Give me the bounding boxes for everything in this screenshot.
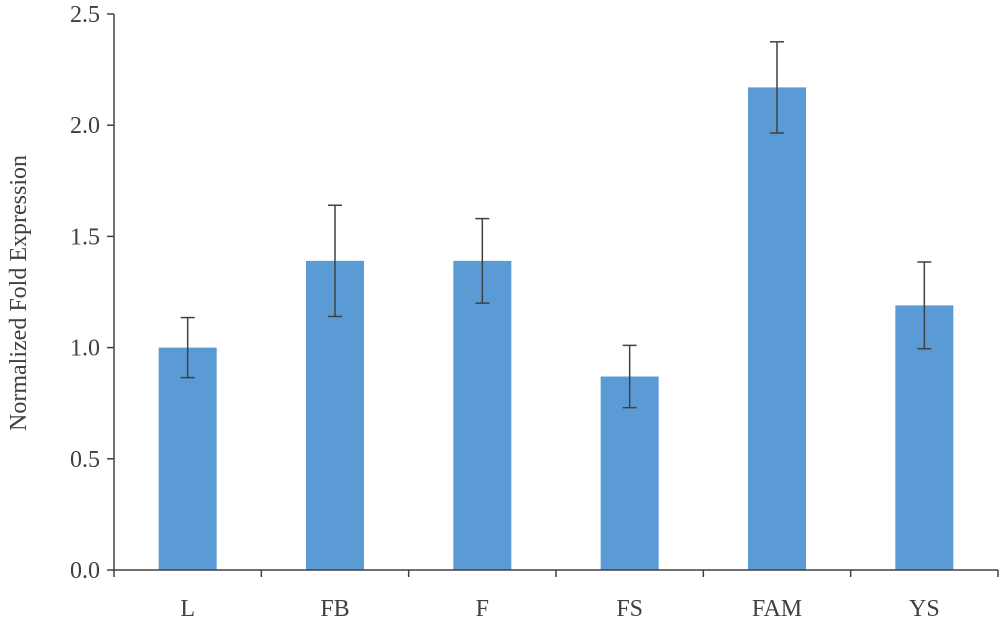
bar-L: [158, 347, 217, 570]
y-axis-title: Normalized Fold Expression: [6, 155, 32, 431]
y-tick-label: 0.5: [70, 447, 100, 473]
bars: [158, 87, 954, 570]
x-tick-label: YS: [909, 596, 940, 622]
y-tick-label: 0.0: [70, 558, 100, 584]
y-tick-label: 1.5: [70, 224, 100, 250]
x-tick-label: FB: [320, 596, 349, 622]
x-tick-label: FAM: [752, 596, 802, 622]
y-tick-label: 1.0: [70, 336, 100, 362]
bar-FAM: [748, 87, 806, 570]
x-tick-label: L: [180, 596, 195, 622]
x-tick-label: FS: [616, 596, 643, 622]
y-axis-ticks: 0.0 0.5 1.0 1.5 2.0 2.5: [70, 2, 114, 584]
x-axis-ticks: L FB F FS FAM YS: [113, 570, 999, 622]
error-bars: [180, 41, 932, 409]
bar-FS: [600, 376, 659, 570]
y-tick-label: 2.5: [70, 2, 100, 28]
y-tick-label: 2.0: [70, 113, 100, 139]
bar-F: [453, 260, 512, 570]
x-tick-label: F: [476, 596, 489, 622]
